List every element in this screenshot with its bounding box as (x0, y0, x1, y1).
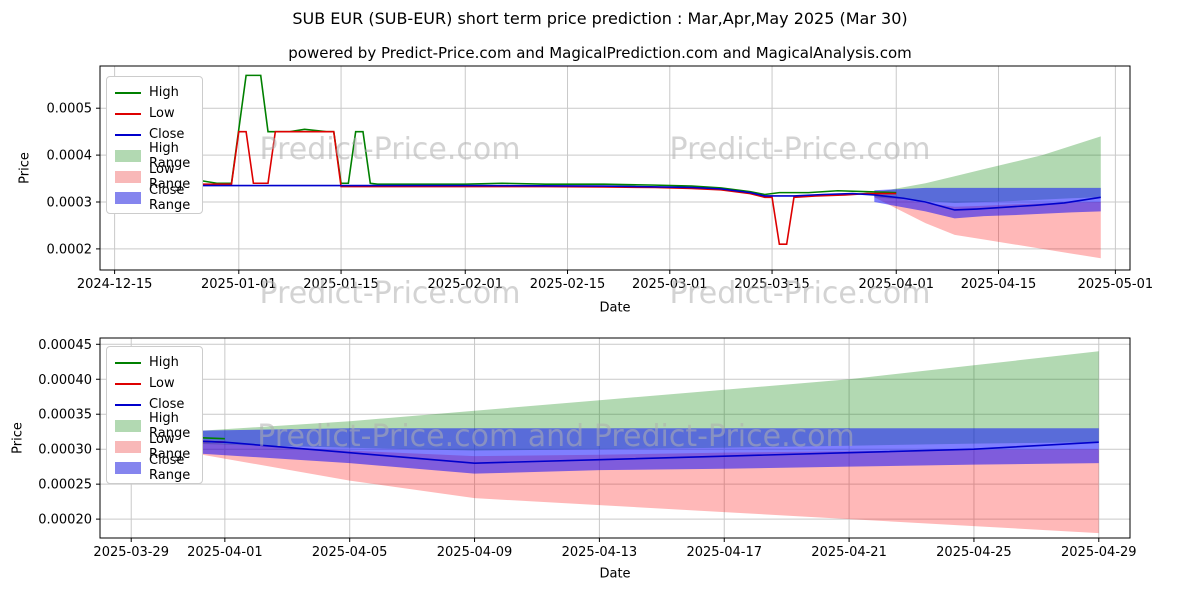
legend-line-swatch (115, 112, 141, 115)
legend-line-swatch (115, 403, 141, 406)
y-tick-label: 0.00020 (38, 513, 92, 528)
y-tick-label: 0.00025 (38, 478, 92, 493)
legend-item-high-range: High Range (115, 411, 190, 441)
legend-item-low: Low (115, 103, 190, 124)
x-tick-label: 2025-01-01 (201, 277, 277, 292)
legend-patch-swatch (115, 440, 141, 453)
legend-label: High Range (149, 410, 191, 441)
x-tick-label: 2025-04-05 (312, 545, 388, 560)
x-tick-label: 2025-04-09 (437, 545, 513, 560)
legend-item-close: Close (115, 124, 190, 145)
x-tick-label: 2025-02-15 (530, 277, 606, 292)
y-tick-label: 0.00030 (38, 443, 92, 458)
watermark-text: Predict-Price.com (259, 276, 521, 311)
legend-item-close: Close (115, 394, 190, 415)
legend-item-high: High (115, 82, 190, 103)
chart-1: 2025-03-29 2025-04-01 2025-04-05 2025-04-09… (38, 337, 1137, 560)
close-range-band (131, 428, 1099, 474)
x-tick-label: 2025-04-01 (187, 545, 263, 560)
legend-chart-1: High Low Close High Range Low Range Close Ran… (106, 346, 204, 484)
legend-patch-swatch (115, 170, 141, 183)
legend-patch-swatch (115, 419, 141, 432)
legend-label: Low Range (149, 161, 191, 192)
x-tick-label: 2024-12-15 (77, 277, 153, 292)
y-tick-label: 0.00045 (38, 338, 92, 353)
close-line (151, 184, 1101, 211)
watermark-text: Predict-Price.com (669, 276, 931, 311)
legend-label: Close (149, 127, 185, 142)
figure-subtitle: powered by Predict-Price.com and Magical… (288, 44, 912, 62)
x-tick-label: 2025-04-17 (686, 545, 762, 560)
x-tick-label: 2025-03-15 (734, 277, 810, 292)
y-tick-label: 0.0003 (47, 196, 93, 211)
x-tick-label: 2025-04-01 (858, 277, 934, 292)
plot-border (99, 65, 1131, 271)
legend-line-swatch (115, 361, 141, 364)
legend-label: High Range (149, 140, 191, 171)
legend-label: High (149, 85, 179, 100)
legend-label: Low (149, 376, 175, 391)
close-line (131, 437, 1099, 464)
legend-chart-0: High Low Close High Range Low Range Close Ran… (106, 76, 204, 214)
legend-line-swatch (115, 91, 141, 94)
x-tick-label: 2025-01-15 (303, 277, 379, 292)
legend-item-low-range: Low Range (115, 432, 190, 462)
legend-patch-swatch (115, 149, 141, 162)
legend-label: Low Range (149, 431, 191, 462)
legend-label: Low (149, 106, 175, 121)
x-axis-label-top: Date (599, 300, 631, 316)
x-tick-label: 2025-04-29 (1061, 545, 1137, 560)
x-tick-label: 2025-05-01 (1078, 277, 1154, 292)
legend-item-high-range: High Range (115, 141, 190, 171)
legend-label: High (149, 355, 179, 370)
x-tick-label: 2025-04-21 (811, 545, 887, 560)
legend-line-swatch (115, 133, 141, 136)
y-tick-label: 0.0005 (47, 102, 93, 117)
watermark-text: Predict-Price.com (669, 132, 931, 167)
x-tick-label: 2025-04-25 (936, 545, 1012, 560)
watermark-text: Predict-Price.com and Predict-Price.com (257, 419, 855, 454)
legend-label: Close Range (149, 452, 191, 483)
y-tick-label: 0.0002 (47, 242, 93, 257)
x-tick-label: 2025-03-01 (632, 277, 708, 292)
watermark-text: Predict-Price.com (259, 132, 521, 167)
y-axis-label-top: Price (17, 152, 33, 184)
legend-line-swatch (115, 382, 141, 385)
x-tick-label: 2025-03-29 (93, 545, 169, 560)
chart-0: 2024-12-15 2025-01-01 2025-01-15 2025-02-01… (47, 65, 1154, 292)
y-tick-label: 0.00040 (38, 373, 92, 388)
x-tick-label: 2025-02-01 (427, 277, 503, 292)
y-tick-label: 0.0004 (47, 149, 93, 164)
high-range-band (131, 351, 1099, 451)
close-range-band (874, 187, 1101, 219)
legend-patch-swatch (115, 461, 141, 474)
legend-label: Close (149, 397, 185, 412)
legend-label: Close Range (149, 182, 191, 213)
figure-title: SUB EUR (SUB-EUR) short term price predi… (292, 9, 908, 28)
legend-item-low: Low (115, 373, 190, 394)
x-axis-label-bottom: Date (599, 566, 631, 582)
high-line (151, 74, 897, 196)
y-axis-label-bottom: Price (10, 422, 26, 454)
x-tick-label: 2025-04-13 (562, 545, 638, 560)
y-tick-label: 0.00035 (38, 408, 92, 423)
plot-border (99, 337, 1131, 539)
legend-patch-swatch (115, 191, 141, 204)
legend-item-close-range: Close Range (115, 453, 190, 483)
x-tick-label: 2025-04-15 (961, 277, 1037, 292)
high-range-band (874, 136, 1101, 203)
legend-item-close-range: Close Range (115, 183, 190, 213)
legend-item-low-range: Low Range (115, 162, 190, 192)
legend-item-high: High (115, 352, 190, 373)
